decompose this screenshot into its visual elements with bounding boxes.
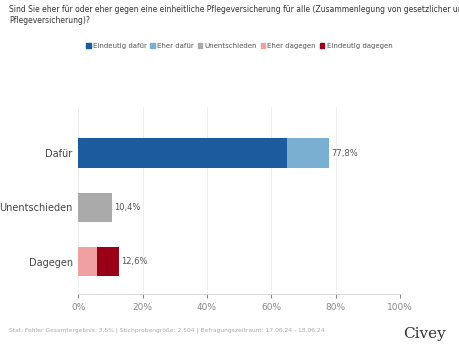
Text: 77,8%: 77,8% xyxy=(330,149,357,158)
Text: Pflegeversicherung)?: Pflegeversicherung)? xyxy=(9,16,90,25)
Bar xyxy=(78,138,287,168)
Bar xyxy=(97,247,118,276)
Bar xyxy=(78,247,97,276)
Text: Civey: Civey xyxy=(403,327,445,341)
Bar xyxy=(287,138,328,168)
Text: Stat. Fehler Gesamtergebnis: 3,5% | Stichprobengröße: 2.504 | Befragungszeitraum: Stat. Fehler Gesamtergebnis: 3,5% | Stic… xyxy=(9,327,324,333)
Text: Sind Sie eher für oder eher gegen eine einheitliche Pflegeversicherung für alle : Sind Sie eher für oder eher gegen eine e… xyxy=(9,5,459,14)
Text: 12,6%: 12,6% xyxy=(121,257,147,266)
Text: 10,4%: 10,4% xyxy=(114,203,140,212)
Bar xyxy=(78,193,112,222)
Legend: Eindeutig dafür, Eher dafür, Unentschieden, Eher dagegen, Eindeutig dagegen: Eindeutig dafür, Eher dafür, Unentschied… xyxy=(83,40,394,51)
